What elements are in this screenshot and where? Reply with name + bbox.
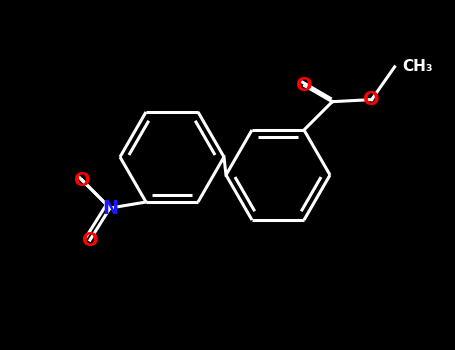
Text: O: O bbox=[364, 90, 380, 109]
Text: O: O bbox=[82, 231, 98, 250]
Text: O: O bbox=[296, 76, 313, 95]
Text: O: O bbox=[74, 170, 90, 190]
Text: N: N bbox=[102, 198, 118, 218]
Text: CH₃: CH₃ bbox=[403, 60, 433, 74]
